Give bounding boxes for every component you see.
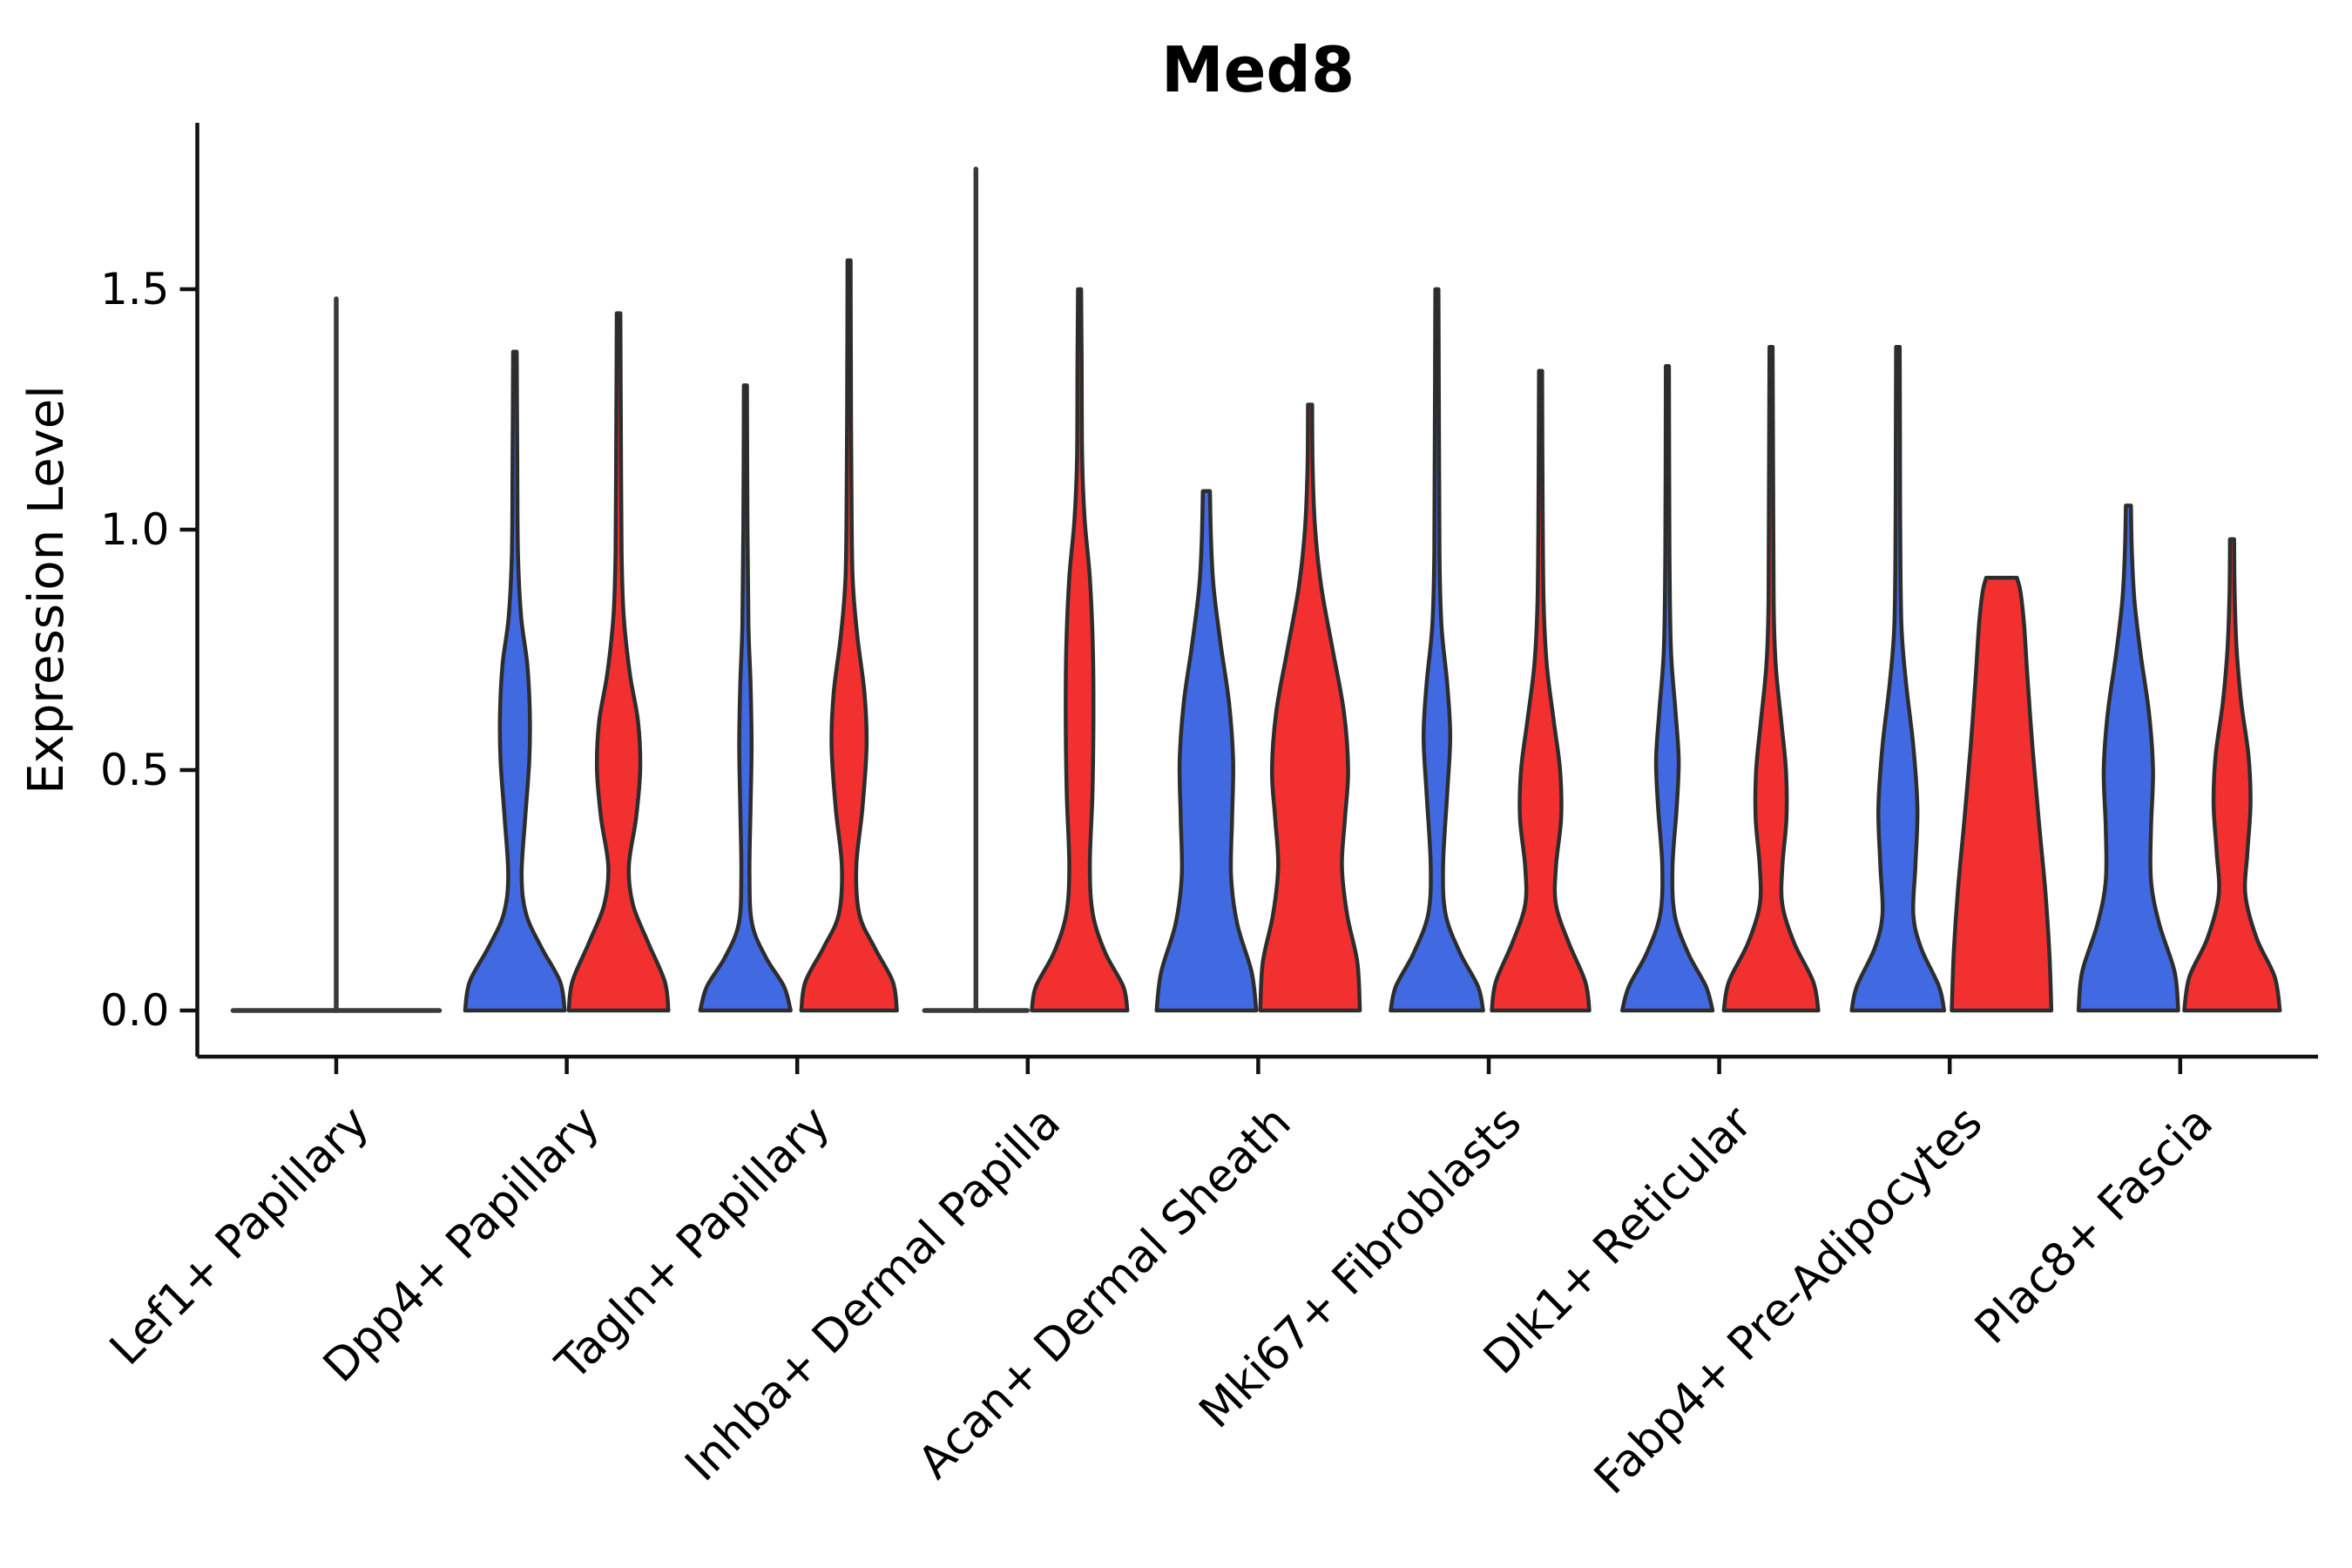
violin-blue (463, 349, 567, 1013)
y-tick-label: 1.0 (100, 504, 170, 555)
violin-red (1950, 575, 2054, 1013)
violin-red (2182, 537, 2282, 1013)
violin-red (799, 258, 899, 1013)
violin-red (1258, 402, 1362, 1013)
violin-group-acan-dermal-sheath (1154, 402, 1362, 1013)
x-tick-label-fabp4-pre-adipocytes: Fabp4+ Pre-Adipocytes (1585, 1097, 1992, 1504)
violin-red (1030, 287, 1130, 1013)
violins-layer (230, 166, 2282, 1013)
violin-group-dpp4-papillary (463, 311, 671, 1013)
violin-group-tagln-papillary (698, 258, 899, 1013)
axes-layer (179, 123, 2318, 1074)
y-tick-label: 1.5 (100, 264, 170, 314)
y-tick-label: 0.5 (100, 745, 170, 795)
violin-group-mki67-fibroblasts (1389, 287, 1592, 1013)
violin-red (1490, 368, 1592, 1013)
x-tick-label-acan-dermal-sheath: Acan+ Dermal Sheath (909, 1097, 1301, 1490)
violin-group-inhba-dermal-papilla (922, 166, 1130, 1013)
violin-blue (1389, 287, 1485, 1013)
violin-blue (1154, 489, 1259, 1013)
violin-group-fabp4-pre-adipocytes (1849, 344, 2054, 1013)
violin-blue (698, 383, 793, 1013)
violin-red (1721, 344, 1821, 1013)
x-tick-label-inhba-dermal-papilla: Inhba+ Dermal Papilla (676, 1097, 1071, 1491)
violin-blue (2076, 504, 2180, 1013)
violin-blue (1849, 344, 1947, 1013)
violin-group-lef1-papillary (230, 296, 443, 1013)
violin-group-dlk1-reticular (1619, 344, 1821, 1013)
violin-red (566, 311, 671, 1013)
y-tick-label: 0.0 (100, 985, 170, 1036)
violin-group-plac8-fascia (2076, 504, 2282, 1013)
violin-blue (1619, 364, 1715, 1013)
chart-title: Med8 (1161, 33, 1355, 106)
x-tick-label-plac8-fascia: Plac8+ Fascia (1965, 1097, 2223, 1355)
y-axis-label: Expression Level (18, 385, 75, 794)
